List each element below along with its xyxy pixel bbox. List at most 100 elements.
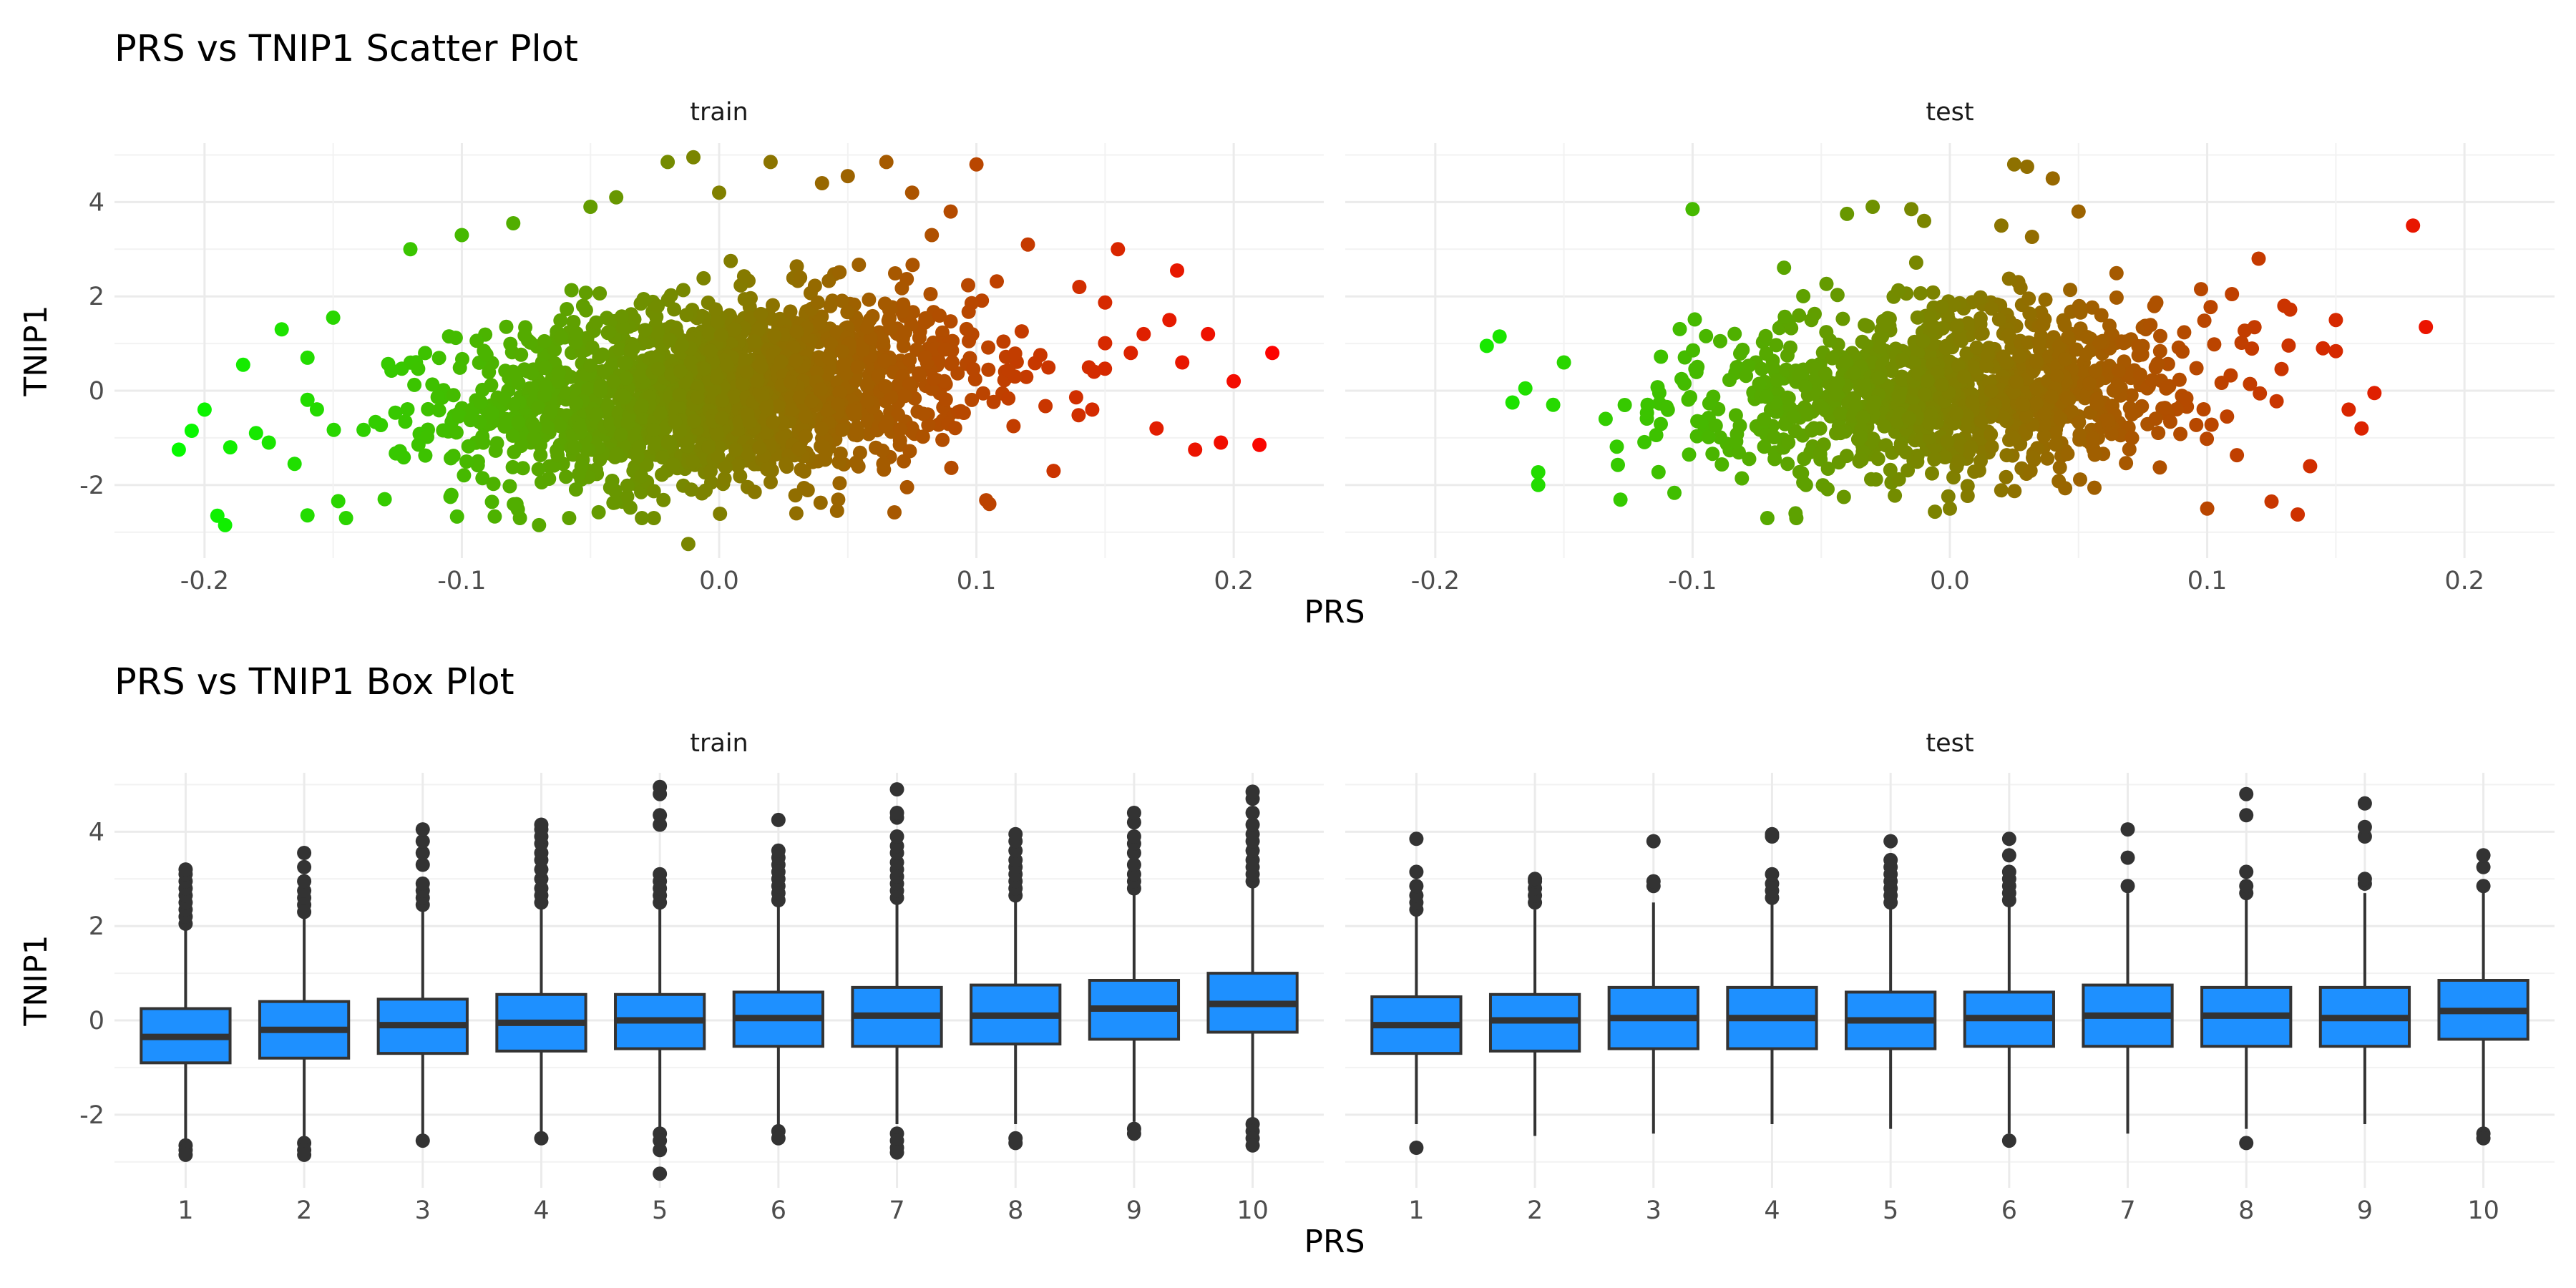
scatter-point: [1001, 391, 1016, 406]
scatter-point: [547, 342, 562, 357]
scatter-point: [614, 309, 629, 324]
outlier-point: [2120, 822, 2135, 837]
scatter-point: [1598, 411, 1613, 426]
scatter-point: [986, 394, 1001, 409]
scatter-point: [709, 371, 724, 386]
outlier-point: [2001, 848, 2016, 863]
box-plot: -2 0 2 4 train 1 2 3 4 5 6 7 8 9 10 test 1 2 3 4 5 6 7 8 9 10 PRS T…: [18, 729, 2555, 1260]
outlier-point: [889, 782, 904, 797]
scatter-point: [1865, 200, 1880, 214]
x-tick-label: 5: [652, 1196, 668, 1225]
scatter-point: [804, 394, 819, 409]
scatter-point: [1833, 426, 1848, 441]
scatter-point: [553, 313, 568, 328]
scatter-point: [959, 321, 974, 336]
scatter-point: [718, 459, 733, 474]
box-train-9: [1088, 806, 1181, 1141]
scatter-point: [2079, 347, 2094, 362]
scatter-point: [824, 336, 839, 351]
x-tick-label: 3: [415, 1196, 431, 1225]
scatter-point: [1916, 333, 1931, 348]
scatter-point: [248, 426, 263, 441]
scatter-point: [287, 457, 302, 472]
scatter-point: [1877, 419, 1892, 434]
outlier-point: [178, 1147, 193, 1162]
scatter-point: [1777, 260, 1792, 275]
scatter-point: [2175, 344, 2190, 359]
scatter-point: [935, 325, 950, 340]
scatter-point: [884, 389, 899, 404]
scatter-point: [675, 283, 691, 298]
scatter-point: [1788, 506, 1803, 521]
scatter-point: [793, 270, 808, 285]
scatter-point: [976, 386, 990, 401]
scatter-point: [326, 422, 341, 437]
scatter-point: [1934, 299, 1949, 314]
scatter-point: [1920, 374, 1935, 389]
scatter-point: [568, 482, 583, 497]
scatter-point: [1895, 372, 1910, 387]
x-tick-label: 6: [2001, 1196, 2017, 1225]
scatter-point: [184, 424, 199, 438]
scatter-point: [2243, 376, 2258, 391]
scatter-point: [835, 422, 850, 437]
scatter-point: [708, 302, 723, 317]
scatter-point: [754, 389, 769, 404]
scatter-point: [668, 399, 683, 414]
scatter-point: [1714, 457, 1729, 472]
scatter-point: [789, 259, 804, 274]
scatter-point: [835, 344, 850, 359]
scatter-point: [589, 406, 604, 421]
scatter-point: [1098, 361, 1113, 376]
scatter-point: [878, 419, 893, 434]
scatter-point: [2012, 348, 2027, 364]
scatter-point: [703, 343, 718, 358]
scatter-point: [1930, 365, 1945, 380]
scatter-point: [774, 354, 789, 369]
scatter-point: [1654, 349, 1669, 364]
scatter-point: [921, 418, 936, 433]
scatter-point: [499, 319, 514, 334]
scatter-point: [2196, 402, 2211, 416]
scatter-point: [2143, 318, 2158, 333]
scatter-point: [905, 258, 920, 273]
scatter-point: [1149, 421, 1164, 436]
scatter-point: [740, 407, 755, 422]
scatter-point: [731, 459, 746, 474]
scatter-point: [2094, 308, 2109, 323]
scatter-point: [896, 297, 911, 312]
x-tick-label: 4: [1764, 1196, 1780, 1225]
scatter-point: [1926, 320, 1941, 335]
scatter-point: [656, 492, 671, 507]
scatter-point: [1038, 399, 1053, 414]
scatter-point: [620, 478, 635, 493]
scatter-point: [572, 420, 587, 435]
scatter-point: [904, 421, 919, 436]
scatter-point: [814, 176, 829, 190]
scatter-point: [446, 388, 461, 403]
scatter-point: [2253, 386, 2268, 401]
scatter-point: [767, 328, 782, 343]
scatter-point: [623, 500, 638, 515]
scatter-point: [943, 314, 958, 329]
x-tick-label: 1: [1408, 1196, 1424, 1225]
scatter-point: [783, 374, 798, 389]
scatter-point: [932, 308, 947, 323]
scatter-point: [2179, 391, 2194, 406]
scatter-point: [418, 346, 433, 361]
scatter-point: [918, 311, 933, 326]
scatter-point: [2022, 306, 2037, 321]
scatter-point: [789, 506, 804, 521]
x-tick-label: 9: [1126, 1196, 1142, 1225]
scatter-point: [2177, 325, 2192, 340]
scatter-point: [775, 430, 789, 445]
scatter-point: [1170, 263, 1184, 278]
x-tick-label: 1: [177, 1196, 193, 1225]
scatter-point: [338, 511, 353, 525]
scatter-point: [1873, 340, 1888, 355]
scatter-point: [1835, 311, 1850, 326]
scatter-point: [1799, 407, 1814, 421]
scatter-point: [2049, 369, 2064, 384]
outlier-point: [653, 779, 668, 794]
scatter-point: [1949, 406, 1964, 421]
